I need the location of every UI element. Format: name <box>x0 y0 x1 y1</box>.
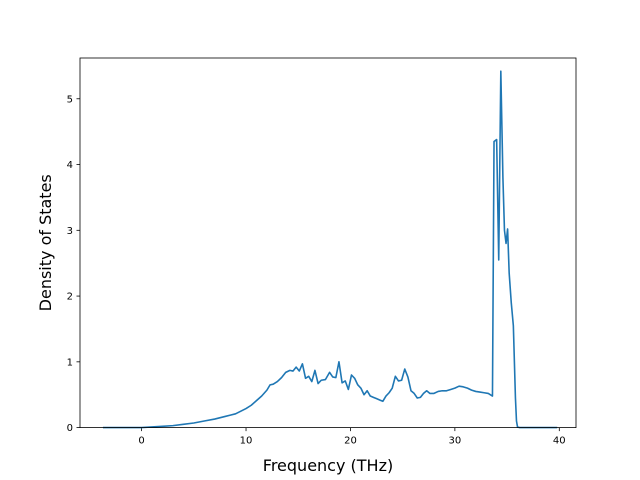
x-axis-label: Frequency (THz) <box>263 456 393 475</box>
y-tick-label: 4 <box>67 160 73 171</box>
y-tick-label: 2 <box>67 292 73 303</box>
y-tick-label: 1 <box>67 357 73 368</box>
x-tick-label: 0 <box>138 436 144 447</box>
series-line-density-of-states <box>102 70 558 429</box>
x-tick-label: 20 <box>344 436 357 447</box>
y-tick-label: 5 <box>67 94 73 105</box>
y-tick-label: 3 <box>67 226 73 237</box>
y-tick-label: 0 <box>67 423 73 434</box>
y-axis-label: Density of States <box>36 174 55 311</box>
x-tick-label: 10 <box>240 436 253 447</box>
plot-frame <box>79 57 577 429</box>
ticks-layer: 0 10 20 30 40 0 1 2 3 4 5 <box>67 94 566 446</box>
x-tick-label: 30 <box>449 436 462 447</box>
x-tick-label: 40 <box>553 436 566 447</box>
